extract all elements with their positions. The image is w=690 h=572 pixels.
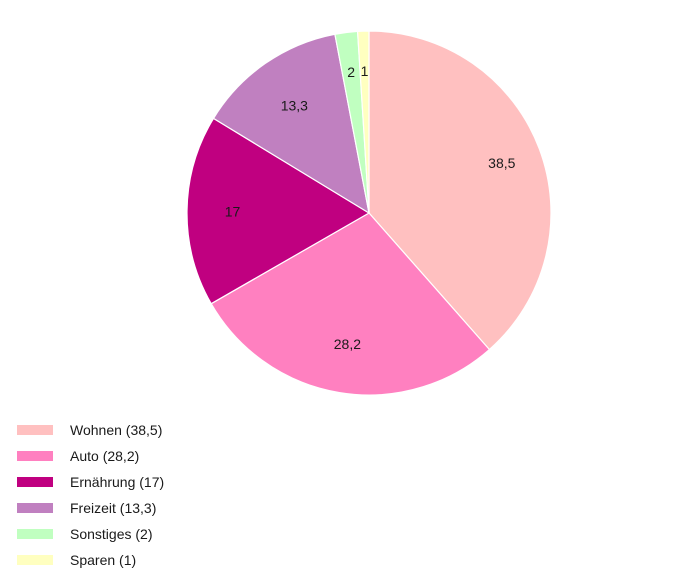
legend-label-4: Freizeit (13,3) — [70, 500, 156, 516]
legend-item-5: Sonstiges (2) — [17, 526, 152, 542]
legend: Wohnen (38,5) Auto (28,2) Ernährung (17) Fr… — [17, 422, 164, 568]
legend-label-2: Auto (28,2) — [70, 448, 139, 464]
legend-label-1: Wohnen (38,5) — [70, 422, 162, 438]
legend-label-5: Sonstiges (2) — [70, 526, 152, 542]
legend-swatch-3 — [17, 477, 53, 487]
legend-label-6: Sparen (1) — [70, 552, 136, 568]
legend-item-4: Freizeit (13,3) — [17, 500, 156, 516]
legend-swatch-2 — [17, 451, 53, 461]
pie-slice-6 — [356, 30, 370, 214]
legend-item-6: Sparen (1) — [17, 552, 136, 568]
pie-slices — [186, 30, 552, 396]
pie-slice-3 — [186, 117, 371, 305]
legend-swatch-5 — [17, 529, 53, 539]
data-label-6: 1 — [361, 63, 369, 79]
legend-item-2: Auto (28,2) — [17, 448, 139, 464]
legend-item-3: Ernährung (17) — [17, 474, 164, 490]
data-label-2: 28,2 — [334, 336, 361, 352]
data-label-1: 38,5 — [488, 155, 515, 171]
pie-slice-2 — [210, 212, 491, 396]
data-label-3: 17 — [225, 203, 241, 219]
legend-swatch-1 — [17, 425, 53, 435]
pie-slice-1 — [368, 30, 552, 351]
legend-item-1: Wohnen (38,5) — [17, 422, 162, 438]
legend-swatch-6 — [17, 555, 53, 565]
legend-swatch-4 — [17, 503, 53, 513]
pie-data-labels: 38,5 28,2 17 13,3 2 1 — [225, 63, 516, 352]
legend-label-3: Ernährung (17) — [70, 474, 164, 490]
pie-slice-4 — [212, 33, 370, 215]
data-label-5: 2 — [347, 64, 355, 80]
data-label-4: 13,3 — [281, 97, 308, 113]
